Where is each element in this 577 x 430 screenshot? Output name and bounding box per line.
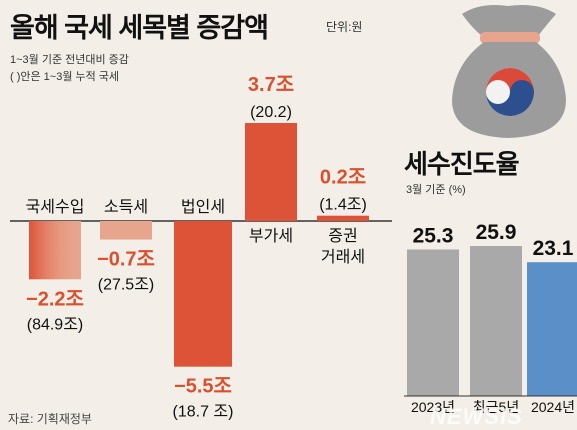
bar — [317, 215, 369, 221]
cumulative-label: (84.9조) — [27, 316, 84, 333]
source-note: 자료: 기획재정부 — [8, 412, 92, 426]
unit-label: 단위:원 — [326, 20, 363, 34]
cumulative-label: (20.2) — [250, 104, 292, 121]
bar — [100, 221, 152, 240]
category-label: 거래세 — [321, 248, 365, 266]
cumulative-label: (1.4조) — [319, 197, 367, 214]
bar — [245, 123, 297, 221]
chart-title: 올해 국세 세목별 증감액 — [10, 13, 269, 43]
cumulative-label: (18.7 조) — [173, 404, 234, 421]
bar-gradient — [29, 221, 81, 280]
progress-bar — [470, 246, 522, 396]
progress-value-label: 23.1 — [533, 237, 574, 260]
progress-value-label: 25.9 — [476, 221, 517, 244]
value-label: −0.7조 — [97, 249, 155, 271]
category-label: 증권 — [328, 227, 357, 245]
note-basis: 1~3월 기준 전년대비 증감 — [10, 54, 129, 66]
watermark: NEWSIS — [430, 404, 523, 429]
progress-category-label: 최근5년 — [473, 399, 519, 415]
progress-category-label: 2024년 — [531, 399, 575, 415]
value-label: 0.2조 — [320, 167, 366, 189]
progress-chart-title: 세수진도율 — [404, 149, 520, 179]
category-label: 국세수입 — [26, 198, 85, 216]
progress-value-label: 25.3 — [413, 224, 454, 247]
progress-bar — [527, 262, 577, 396]
category-label: 법인세 — [181, 198, 225, 216]
value-label: −5.5조 — [174, 376, 232, 398]
money-bag-icon — [452, 5, 566, 138]
category-label: 소득세 — [104, 198, 148, 216]
note-parentheses: ( )안은 1~3월 누적 국세 — [10, 71, 120, 83]
category-label: 부가세 — [249, 227, 293, 245]
value-label: 3.7조 — [248, 74, 294, 96]
bar — [174, 221, 232, 367]
cumulative-label: (27.5조) — [98, 277, 155, 294]
progress-category-label: 2023년 — [411, 399, 455, 415]
progress-chart-subtitle: 3월 기준 (%) — [406, 184, 466, 196]
value-label: −2.2조 — [26, 288, 84, 310]
progress-bar — [407, 249, 459, 396]
